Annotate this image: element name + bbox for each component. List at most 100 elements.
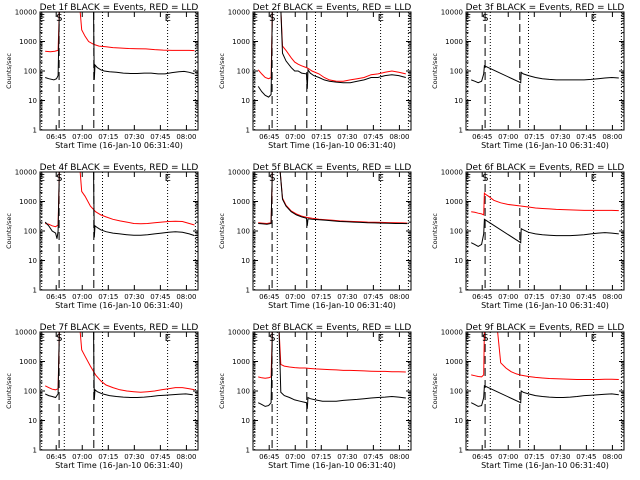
y-tick-label: 100 (450, 388, 463, 396)
y-tick-label: 10 (454, 257, 463, 265)
x-tick-label: 08:00 (602, 453, 622, 461)
marker-label: E (39, 13, 45, 24)
y-tick-label: 1 (246, 447, 250, 455)
y-tick-label: 100 (237, 68, 250, 76)
y-tick-label: 10 (241, 257, 250, 265)
panel-title: Det 9f BLACK = Events, RED = LLD (466, 323, 625, 333)
plot-frame (252, 171, 412, 291)
y-tick-label: 100 (237, 388, 250, 396)
events-series-line (471, 65, 619, 84)
marker-label: S (56, 333, 62, 344)
marker-label: E (378, 173, 384, 184)
marker-label: E (591, 13, 597, 24)
x-tick-label: 07:00 (498, 453, 518, 461)
y-tick-label: 1 (33, 447, 37, 455)
x-tick-label: 08:00 (389, 293, 409, 301)
x-tick-label: 08:00 (602, 293, 622, 301)
x-tick-label: 06:45 (472, 453, 492, 461)
y-tick-label: 10000 (228, 329, 250, 337)
x-tick-label: 07:30 (550, 453, 570, 461)
marker-label: E (591, 333, 597, 344)
plot-frame (252, 11, 412, 131)
marker-label: E (165, 173, 171, 184)
y-tick-label: 10 (241, 417, 250, 425)
x-tick-label: 07:15 (524, 293, 544, 301)
y-tick-label: 10 (28, 97, 37, 105)
chart-panel: Det 4f BLACK = Events, RED = LLD 1 10 100 10… (5, 163, 199, 310)
x-tick-label: 08:00 (389, 453, 409, 461)
x-tick-label: 07:00 (285, 293, 305, 301)
x-tick-label: 08:00 (176, 453, 196, 461)
panel-title: Det 2f BLACK = Events, RED = LLD (253, 3, 412, 13)
x-tick-label: 07:45 (576, 293, 596, 301)
panel-title: Det 1f BLACK = Events, RED = LLD (40, 3, 199, 13)
x-tick-label: 06:45 (259, 293, 279, 301)
y-tick-label: 10000 (441, 9, 463, 17)
x-tick-label: 08:00 (389, 133, 409, 141)
y-axis-label: Counts/sec (218, 373, 226, 409)
chart-panel: Det 8f BLACK = Events, RED = LLD 1 10 100 10… (218, 323, 412, 470)
y-axis-label: Counts/sec (431, 53, 439, 89)
y-tick-label: 1000 (445, 198, 463, 206)
y-tick-label: 1000 (19, 358, 37, 366)
events-series-line (45, 12, 195, 81)
x-tick-label: 07:30 (124, 293, 144, 301)
y-tick-label: 10 (28, 257, 37, 265)
y-axis-label: Counts/sec (218, 53, 226, 89)
marker-label: S (482, 173, 488, 184)
x-axis-label: Start Time (16-Jan-10 06:31:40) (481, 461, 609, 470)
chart-panel: Det 7f BLACK = Events, RED = LLD 1 10 100 10… (5, 323, 199, 470)
marker-label: E (465, 333, 471, 344)
x-tick-label: 07:15 (98, 453, 118, 461)
lld-series-line (45, 12, 195, 53)
y-tick-label: 10000 (228, 169, 250, 177)
panel-title: Det 5f BLACK = Events, RED = LLD (253, 163, 412, 173)
plot-frame (465, 171, 625, 291)
lld-series-line (471, 192, 619, 216)
events-series-line (44, 332, 193, 400)
y-tick-label: 1 (33, 127, 37, 135)
y-tick-label: 10000 (441, 169, 463, 177)
y-tick-label: 10 (241, 97, 250, 105)
y-tick-label: 10 (454, 97, 463, 105)
marker-label: E (378, 13, 384, 24)
panel-title: Det 6f BLACK = Events, RED = LLD (466, 163, 625, 173)
y-tick-label: 100 (237, 228, 250, 236)
panel-title: Det 3f BLACK = Events, RED = LLD (466, 3, 625, 13)
x-tick-label: 07:30 (124, 453, 144, 461)
marker-label: S (482, 13, 488, 24)
x-tick-label: 07:00 (72, 133, 92, 141)
x-tick-label: 07:00 (72, 453, 92, 461)
plot-frame (39, 11, 199, 131)
chart-panel: Det 3f BLACK = Events, RED = LLD 1 10 100 10… (431, 3, 625, 150)
x-tick-label: 07:45 (576, 133, 596, 141)
chart-panel: Det 2f BLACK = Events, RED = LLD 1 10 100 10… (218, 3, 412, 150)
y-tick-label: 100 (450, 228, 463, 236)
y-axis-label: Counts/sec (218, 213, 226, 249)
x-axis-label: Start Time (16-Jan-10 06:31:40) (55, 301, 183, 310)
x-tick-label: 07:30 (337, 453, 357, 461)
x-tick-label: 07:45 (363, 133, 383, 141)
x-axis-label: Start Time (16-Jan-10 06:31:40) (55, 461, 183, 470)
x-tick-label: 07:45 (150, 293, 170, 301)
chart-panel: Det 9f BLACK = Events, RED = LLD 1 10 100 10… (431, 323, 625, 470)
x-tick-label: 07:30 (337, 133, 357, 141)
x-tick-label: 07:30 (124, 133, 144, 141)
y-axis-label: Counts/sec (5, 53, 13, 89)
marker-label: E (465, 173, 471, 184)
marker-label: E (252, 13, 258, 24)
x-tick-label: 08:00 (176, 293, 196, 301)
panel-title: Det 8f BLACK = Events, RED = LLD (253, 323, 412, 333)
marker-label: S (269, 333, 275, 344)
x-tick-label: 06:45 (259, 133, 279, 141)
events-series-line (257, 332, 406, 409)
x-axis-label: Start Time (16-Jan-10 06:31:40) (55, 141, 183, 150)
marker-label: S (482, 333, 488, 344)
y-tick-label: 10000 (15, 329, 37, 337)
x-tick-label: 07:00 (498, 293, 518, 301)
plot-frame (39, 331, 199, 451)
marker-label: E (39, 173, 45, 184)
marker-label: S (269, 173, 275, 184)
x-tick-label: 07:30 (337, 293, 357, 301)
x-tick-label: 07:45 (363, 293, 383, 301)
